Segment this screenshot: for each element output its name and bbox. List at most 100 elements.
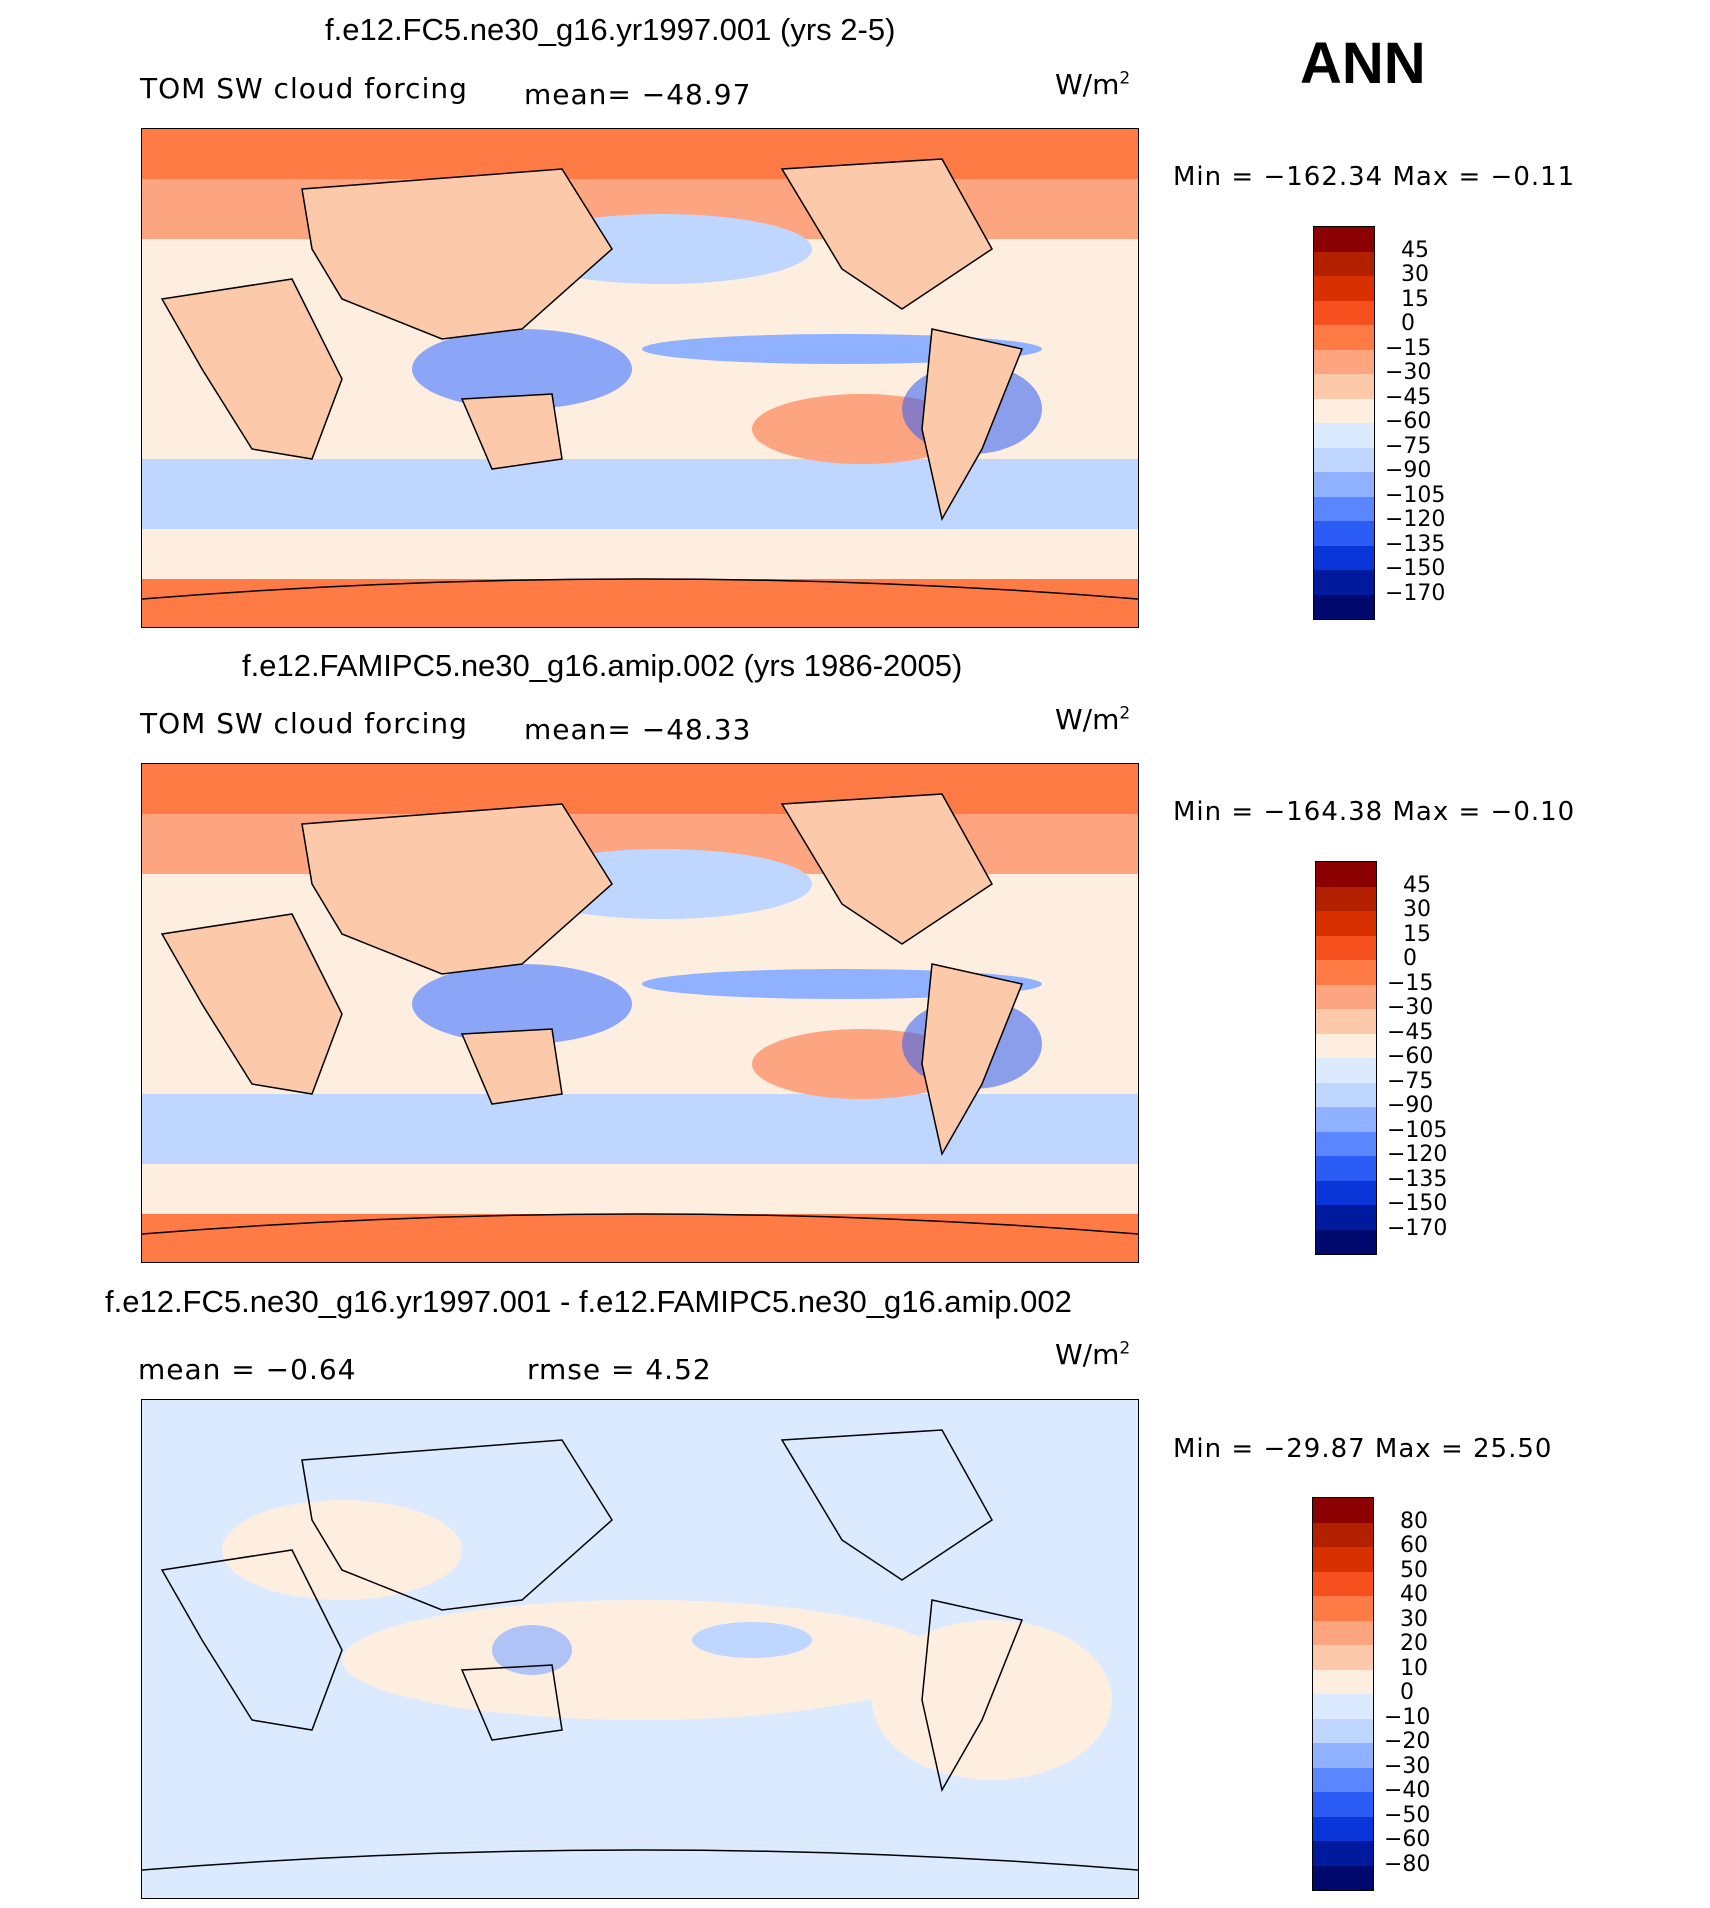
panel-3-colorbar-box xyxy=(1313,1718,1373,1744)
panel-2-colorbar-box xyxy=(1316,1082,1376,1108)
panel-2-colorbar-box xyxy=(1316,886,1376,912)
panel-2-colorbar-label: −135 xyxy=(1387,1166,1448,1192)
panel-3-colorbar-label: 20 xyxy=(1400,1631,1428,1656)
panel-1-colorbar-box xyxy=(1314,251,1374,277)
panel-1-colorbar-box xyxy=(1314,325,1374,351)
panel-3-colorbar-box xyxy=(1313,1571,1373,1597)
panel-1-antarctica-coast xyxy=(142,578,1138,600)
panel-3-title: f.e12.FC5.ne30_g16.yr1997.001 - f.e12.FA… xyxy=(105,1284,1072,1319)
panel-1-colorbar-label: −135 xyxy=(1385,531,1446,557)
panel-2-colorbar-box xyxy=(1316,1058,1376,1084)
panel-1-variable-label: TOM SW cloud forcing xyxy=(140,72,468,105)
panel-2-colorbar-label: −90 xyxy=(1387,1093,1434,1118)
panel-2-arctic-band xyxy=(142,764,1138,814)
panel-2-colorbar-label: −45 xyxy=(1387,1019,1434,1045)
panel-2-colorbar-box xyxy=(1316,1156,1376,1182)
panel-1-colorbar-label: −150 xyxy=(1385,556,1446,581)
panel-1-australia-outline xyxy=(460,393,563,470)
panel-1-eurasia-outline xyxy=(301,168,613,340)
panel-1-colorbar-box xyxy=(1314,300,1374,326)
panel-1-units-base: W/m xyxy=(1055,68,1120,101)
panel-1-colorbar-box xyxy=(1314,276,1374,302)
panel-2-southern-ocean-band xyxy=(142,1094,1138,1164)
panel-3-minmax: Min = −29.87 Max = 25.50 xyxy=(1173,1434,1553,1464)
panel-1-colorbar-box xyxy=(1314,594,1374,619)
panel-2-colorbar-box xyxy=(1316,911,1376,937)
panel-1-colorbar-box xyxy=(1314,521,1374,547)
panel-2-antarctic-band xyxy=(142,1214,1138,1262)
panel-3-colorbar-box xyxy=(1313,1522,1373,1548)
panel-1-colorbar-label: −15 xyxy=(1385,335,1432,361)
panel-1-mean: mean= −48.97 xyxy=(524,78,752,111)
panel-2-map-svg xyxy=(142,764,1138,1262)
panel-1-colorbar-label: −75 xyxy=(1385,433,1432,459)
panel-3-colorbar-label: 40 xyxy=(1400,1582,1428,1607)
panel-1-map-svg xyxy=(142,129,1138,627)
panel-1-antarctic-band xyxy=(142,579,1138,627)
panel-1-warm-pool xyxy=(412,329,632,409)
panel-3-colorbar-label: −60 xyxy=(1384,1827,1431,1852)
panel-3-colorbar-label: −50 xyxy=(1384,1802,1431,1828)
panel-2-colorbar-label: −60 xyxy=(1387,1044,1434,1069)
panel-3-colorbar-label: −10 xyxy=(1384,1704,1431,1730)
panel-1-colorbar-label: −90 xyxy=(1385,458,1432,483)
panel-2-colorbar-box xyxy=(1316,1131,1376,1157)
panel-2-minmax: Min = −164.38 Max = −0.10 xyxy=(1173,797,1576,827)
panel-2-colorbar-label: −105 xyxy=(1387,1117,1448,1143)
panel-1-colorbar xyxy=(1313,226,1375,620)
panel-2-title: f.e12.FAMIPC5.ne30_g16.amip.002 (yrs 198… xyxy=(242,648,963,683)
panel-2-colorbar-label: −170 xyxy=(1387,1215,1448,1241)
panel-3-colorbar-box xyxy=(1313,1645,1373,1671)
panel-1-colorbar-box xyxy=(1314,570,1374,596)
panel-3-maritime-negative xyxy=(492,1625,572,1675)
panel-1-colorbar-label: 0 xyxy=(1401,311,1415,336)
panel-1-units: W/m2 xyxy=(1055,68,1130,101)
panel-1-units-exp: 2 xyxy=(1119,68,1131,89)
panel-2-colorbar-label: 15 xyxy=(1403,921,1431,947)
panel-2-map xyxy=(141,763,1139,1263)
panel-3-map xyxy=(141,1399,1139,1899)
panel-2-eurasia-outline xyxy=(301,803,613,975)
panel-2-australia-outline xyxy=(460,1028,563,1105)
panel-2-colorbar-box xyxy=(1316,1033,1376,1059)
panel-2-colorbar xyxy=(1315,861,1377,1255)
panel-3-colorbar-label: −40 xyxy=(1384,1778,1431,1803)
panel-2-colorbar-box xyxy=(1316,960,1376,986)
panel-1-colorbar-box xyxy=(1314,545,1374,571)
panel-3-units-exp: 2 xyxy=(1119,1338,1131,1359)
panel-1-colorbar-label: −105 xyxy=(1385,482,1446,508)
panel-3-colorbar-box xyxy=(1313,1620,1373,1646)
panel-3-africa-outline xyxy=(160,1549,343,1731)
panel-2-colorbar-label: 45 xyxy=(1403,872,1431,898)
panel-2-colorbar-box xyxy=(1316,1205,1376,1231)
panel-3-colorbar-label: 80 xyxy=(1400,1508,1428,1534)
panel-2-units-exp: 2 xyxy=(1119,703,1131,724)
panel-3-tropical-pacific-positive xyxy=(342,1600,942,1720)
panel-3-colorbar-label: −80 xyxy=(1384,1851,1431,1877)
panel-2-north-america-outline xyxy=(780,793,993,945)
panel-2-colorbar-label: −75 xyxy=(1387,1068,1434,1094)
panel-3-colorbar-box xyxy=(1313,1694,1373,1720)
panel-2-colorbar-box xyxy=(1316,1009,1376,1035)
panel-1-colorbar-label: 15 xyxy=(1401,286,1429,312)
panel-2-antarctica-coast xyxy=(142,1213,1138,1235)
panel-3-eurasia-positive xyxy=(222,1500,462,1600)
panel-2-africa-outline xyxy=(160,913,343,1095)
panel-2-colorbar-label: −120 xyxy=(1387,1142,1448,1167)
panel-2-colorbar-box xyxy=(1316,1107,1376,1133)
panel-1-map xyxy=(141,128,1139,628)
panel-1-arctic-band xyxy=(142,129,1138,179)
panel-3-colorbar-label: 10 xyxy=(1400,1655,1428,1681)
panel-3-south-america-outline xyxy=(921,1599,1024,1793)
panel-1-colorbar-box xyxy=(1314,227,1374,253)
panel-1-colorbar-label: −60 xyxy=(1385,409,1432,434)
panel-2-colorbar-box xyxy=(1316,935,1376,961)
panel-1-southern-ocean-band xyxy=(142,459,1138,529)
panel-2-south-america-outline xyxy=(921,963,1024,1157)
panel-2-units: W/m2 xyxy=(1055,703,1130,736)
panel-3-units-base: W/m xyxy=(1055,1338,1120,1371)
panel-2-colorbar-label: 30 xyxy=(1403,897,1431,922)
panel-3-colorbar-box xyxy=(1313,1792,1373,1818)
panel-3-north-america-outline xyxy=(780,1429,993,1581)
panel-2-colorbar-box xyxy=(1316,984,1376,1010)
